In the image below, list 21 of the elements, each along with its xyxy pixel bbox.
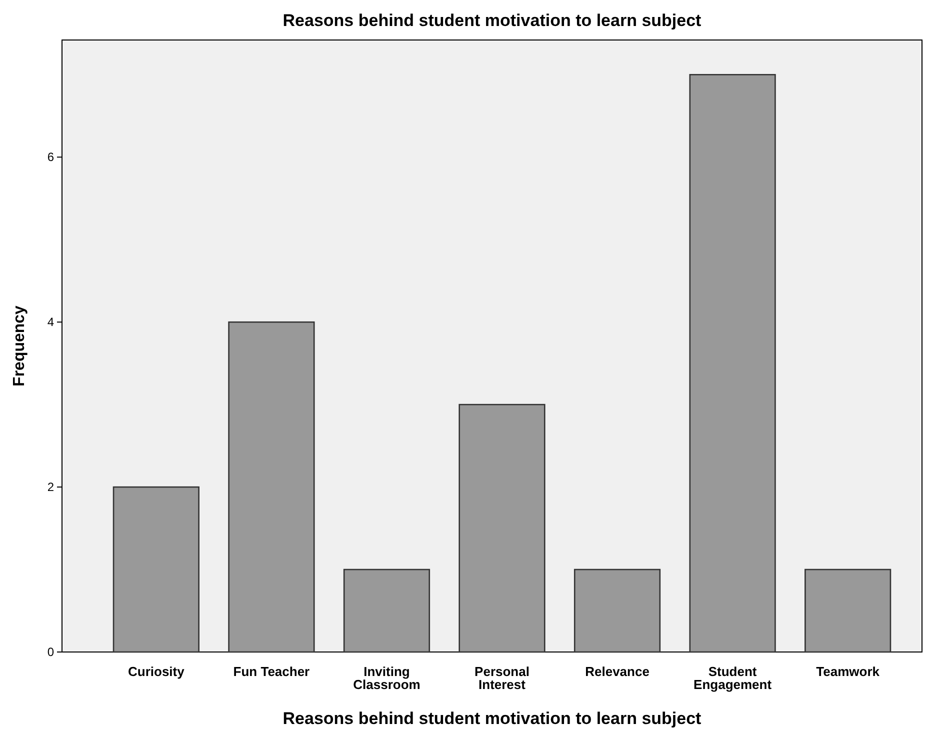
bar bbox=[458, 404, 546, 653]
x-tick-label: Inviting Classroom bbox=[353, 664, 420, 692]
bar bbox=[574, 568, 661, 653]
y-tick-label: 6 bbox=[47, 150, 54, 164]
bar bbox=[228, 321, 315, 653]
bar bbox=[112, 486, 200, 653]
chart-title: Reasons behind student motivation to learn subject bbox=[282, 11, 702, 30]
x-tick-label: Personal Interest bbox=[474, 664, 530, 692]
y-axis-title: Frequency bbox=[11, 305, 28, 386]
x-tick-label: Fun Teacher bbox=[233, 664, 310, 680]
x-axis-title: Reasons behind student motivation to learn subject bbox=[282, 709, 702, 728]
bar bbox=[804, 568, 892, 653]
y-tick-label: 4 bbox=[47, 314, 54, 329]
x-tick-label: Relevance bbox=[585, 664, 650, 680]
y-tick-label: 2 bbox=[47, 480, 54, 494]
y-tick-label: 0 bbox=[47, 644, 54, 659]
bar bbox=[689, 74, 776, 653]
x-tick-label: Student Engagement bbox=[694, 664, 772, 692]
x-tick-label: Curiosity bbox=[128, 664, 186, 680]
bar bbox=[343, 568, 430, 653]
x-tick-label: Teamwork bbox=[816, 664, 880, 680]
